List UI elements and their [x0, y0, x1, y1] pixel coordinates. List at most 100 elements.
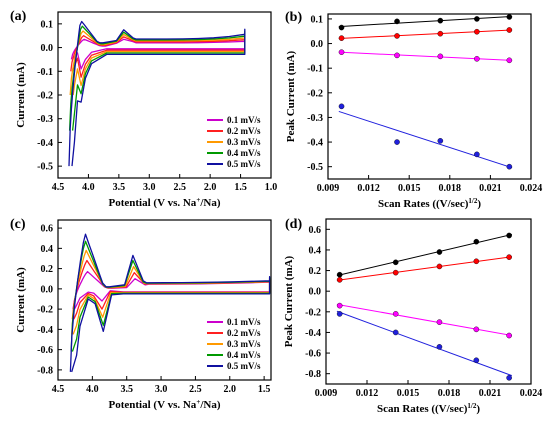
y-tick-label: 0.6: [309, 225, 322, 236]
y-tick-label: 0.4: [41, 244, 54, 255]
y-tick-label: -0.2: [307, 88, 323, 99]
legend-entry: 0.5 mV/s: [227, 159, 261, 169]
data-point: [336, 302, 343, 309]
y-tick-label: -0.8: [305, 369, 321, 380]
plot-frame: [57, 219, 272, 381]
x-tick-label: 4.5: [52, 384, 65, 395]
data-point: [437, 30, 444, 37]
y-tick-label: -0.3: [307, 113, 323, 124]
y-tick-label: 0.6: [41, 224, 54, 235]
data-point: [437, 53, 444, 60]
x-tick-label: 1.0: [265, 182, 278, 193]
data-point: [436, 249, 443, 255]
data-point: [338, 103, 345, 110]
data-point: [474, 28, 480, 35]
x-axis-label: Potential (V vs. Na+/Na): [109, 196, 221, 209]
cv-curve-1: [72, 270, 271, 310]
legend-entry: 0.2 mV/s: [227, 328, 261, 338]
legend-entry: 0.2 mV/s: [227, 126, 261, 136]
data-point: [394, 18, 400, 25]
data-point: [473, 326, 480, 333]
fit-line-2: [338, 29, 513, 40]
data-point: [436, 319, 443, 325]
x-tick-label: 0.018: [438, 388, 461, 399]
x-tick-label: 0.009: [317, 183, 340, 194]
panel-label: (a): [10, 9, 27, 24]
data-point: [394, 52, 400, 59]
data-point: [338, 35, 345, 41]
legend-entry: 0.1 mV/s: [227, 317, 261, 327]
data-point: [336, 311, 343, 317]
cv-curve-1: [70, 36, 246, 70]
data-point: [473, 258, 480, 265]
data-point: [474, 151, 480, 158]
fit-line-3: [336, 303, 512, 337]
x-tick-label: 0.009: [315, 388, 338, 399]
data-point: [506, 14, 513, 20]
x-tick-label: 0.021: [479, 388, 502, 399]
x-axis-label: Scan Rates ((V/sec)1/2): [378, 197, 481, 210]
x-axis-label: Scan Rates ((V/sec)1/2): [377, 402, 480, 415]
y-tick-label: -0.2: [305, 307, 321, 318]
panel-label: (d): [285, 217, 302, 232]
x-tick-label: 0.015: [398, 183, 421, 194]
y-axis-label: Peak Current (mA): [285, 50, 297, 142]
data-point: [338, 49, 345, 55]
x-tick-label: 2.0: [204, 182, 217, 193]
y-axis-label: Peak Current (mA): [283, 255, 295, 347]
panel-label: (b): [285, 10, 302, 25]
data-point: [436, 263, 443, 270]
panel-d: (d) 0.009 0.012 0.015 0.018 0.021 0.024 0.6 0.4 0…: [283, 217, 542, 415]
legend-entry: 0.1 mV/s: [227, 115, 261, 125]
x-tick-label: 0.024: [520, 388, 543, 399]
y-tick-label: -0.2: [37, 91, 53, 102]
data-point: [474, 16, 480, 22]
x-tick-label: 4.0: [86, 384, 99, 395]
plot-frame: [327, 13, 532, 180]
data-point: [506, 163, 513, 170]
fit-line-4: [338, 110, 513, 169]
cv-curve-5: [69, 233, 271, 373]
panel-c: (c) 4.5 4.0 3.5 3.0 2.5 2.0 1.5 0.6 0.4 0.2 0.0 -0.2…: [10, 217, 272, 411]
x-tick-label: 4.5: [52, 182, 65, 193]
x-tick-label: 3.5: [113, 182, 126, 193]
legend-entry: 0.4 mV/s: [227, 350, 261, 360]
y-tick-label: -0.4: [37, 138, 53, 149]
y-tick-label: -0.4: [307, 138, 323, 149]
y-axis-label: Current (mA): [15, 62, 27, 128]
cv-curve-2: [70, 34, 246, 78]
fit-line-4: [336, 310, 513, 377]
x-tick-label: 0.018: [439, 183, 462, 194]
data-point: [336, 277, 343, 283]
data-point: [436, 344, 443, 350]
y-tick-label: 0.2: [309, 266, 322, 277]
x-tick-label: 2.5: [189, 384, 202, 395]
y-tick-label: 0.0: [41, 43, 54, 54]
data-point: [394, 139, 400, 145]
y-tick-label: -0.3: [37, 114, 53, 125]
y-tick-label: 0.0: [41, 284, 54, 295]
data-point: [474, 56, 480, 62]
fit-line-1: [336, 233, 512, 277]
y-tick-label: 0.1: [41, 19, 54, 30]
y-tick-label: -0.6: [305, 349, 321, 360]
plot-frame: [325, 218, 532, 385]
y-tick-label: -0.2: [37, 305, 53, 316]
x-tick-label: 1.5: [258, 384, 271, 395]
y-tick-label: -0.5: [307, 162, 323, 173]
y-tick-label: -0.4: [305, 328, 321, 339]
x-tick-label: 0.021: [479, 183, 502, 194]
x-tick-label: 0.012: [356, 388, 379, 399]
x-tick-label: 4.0: [82, 182, 95, 193]
x-tick-label: 2.5: [173, 182, 186, 193]
legend-entry: 0.5 mV/s: [227, 361, 261, 371]
data-point: [473, 238, 480, 245]
x-tick-label: 0.024: [520, 183, 543, 194]
cv-curve-2: [71, 259, 271, 320]
y-axis-label: Current (mA): [15, 267, 27, 333]
data-point: [392, 311, 399, 317]
cv-curve-5: [68, 20, 246, 167]
y-tick-label: 0.1: [311, 14, 324, 25]
data-point: [392, 259, 399, 266]
